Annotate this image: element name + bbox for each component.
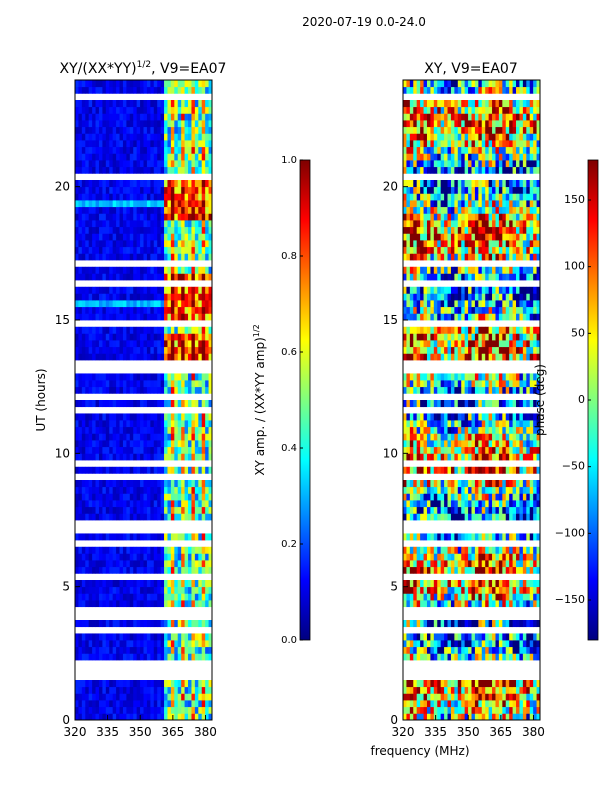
panel1-ytick-label: 0 xyxy=(62,713,70,727)
panel1-xtick-label: 335 xyxy=(96,725,119,739)
panel1-ytick-label: 10 xyxy=(55,446,70,460)
panel2-xtick-label: 350 xyxy=(457,725,480,739)
panel2-title: XY, V9=EA07 xyxy=(424,61,518,77)
panel2-xtick-label: 335 xyxy=(424,725,447,739)
panel2-xtick-label: 320 xyxy=(392,725,415,739)
panel2-xtick-label: 380 xyxy=(522,725,545,739)
figure-suptitle: 2020-07-19 0.0-24.0 xyxy=(302,15,426,29)
colorbar-tick-label: −50 xyxy=(562,460,585,473)
colorbar-tick-label: −100 xyxy=(555,526,585,539)
panel1-xtick-label: 365 xyxy=(161,725,184,739)
panel1-ytick-label: 15 xyxy=(55,313,70,327)
panel2-xtick-label: 365 xyxy=(489,725,512,739)
colorbar-gradient xyxy=(299,159,311,641)
colorbar-tick-label: 0.2 xyxy=(281,539,297,550)
panel1-xtick-label: 380 xyxy=(194,725,217,739)
panel2-ytick-label: 5 xyxy=(390,580,398,594)
amplitude-colorbar-label: XY amp. / (XX*YY amp)1/2 xyxy=(252,324,267,475)
amplitude-colorbar: 0.0 0.2 0.4 0.6 0.8 1.0 xyxy=(281,155,311,646)
colorbar-tick-label: 0.0 xyxy=(281,635,297,646)
panel1-ytick-label: 5 xyxy=(62,580,70,594)
colorbar-tick-label: 150 xyxy=(564,193,585,206)
phase-colorbar: −150 −100 −50 0 50 100 150 xyxy=(555,159,599,641)
panel1-frame xyxy=(74,79,213,721)
panel2-ytick-label: 10 xyxy=(383,446,398,460)
panel1-heatmap xyxy=(75,80,213,721)
panel1-xtick-label: 350 xyxy=(129,725,152,739)
colorbar-tick-label: −150 xyxy=(555,593,585,606)
panel1-title: XY/(XX*YY)1/2, V9=EA07 xyxy=(60,60,227,77)
colorbar-tick-label: 50 xyxy=(571,326,585,339)
panel2-ytick-label: 0 xyxy=(390,713,398,727)
colorbar-tick-label: 100 xyxy=(564,260,585,273)
panel2-frame xyxy=(402,79,541,721)
colorbar-tick-label: 0 xyxy=(578,393,585,406)
panel1-ylabel: UT (hours) xyxy=(34,368,48,431)
panel2-y-ticks: 0 5 10 15 20 xyxy=(383,180,408,727)
colorbar-tick-label: 0.8 xyxy=(281,251,297,262)
colorbar-tick-label: 0.6 xyxy=(281,347,297,358)
panel2-ytick-label: 20 xyxy=(383,180,398,194)
panel1-ytick-label: 20 xyxy=(55,180,70,194)
panel2-heatmap xyxy=(403,80,541,721)
phase-colorbar-label: phase (deg) xyxy=(533,364,547,436)
panel1-xtick-label: 320 xyxy=(64,725,87,739)
colorbar-tick-label: 1.0 xyxy=(281,155,297,166)
panel1-y-ticks: 0 5 10 15 20 xyxy=(55,180,80,727)
panel2-x-ticks: 320 335 350 365 380 xyxy=(392,715,545,739)
panel2-ytick-label: 15 xyxy=(383,313,398,327)
figure-xlabel: frequency (MHz) xyxy=(370,744,469,758)
panel1-x-ticks: 320 335 350 365 380 xyxy=(64,715,217,739)
colorbar-tick-label: 0.4 xyxy=(281,443,297,454)
